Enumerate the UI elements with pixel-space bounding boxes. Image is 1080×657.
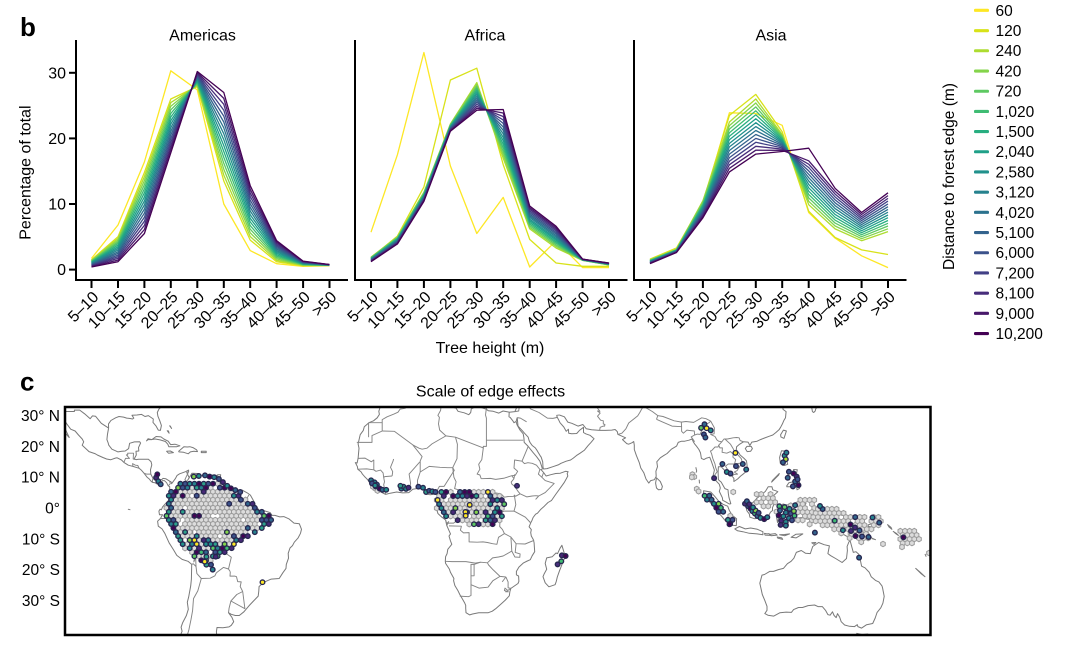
svg-text:20° S: 20° S (22, 562, 60, 579)
svg-text:420: 420 (996, 63, 1022, 80)
svg-text:60: 60 (996, 3, 1014, 20)
svg-text:Tree height (m): Tree height (m) (436, 340, 545, 357)
svg-text:20° N: 20° N (21, 439, 60, 456)
svg-text:8,100: 8,100 (996, 286, 1035, 303)
svg-text:6,000: 6,000 (996, 245, 1035, 262)
svg-text:Americas: Americas (169, 28, 236, 45)
svg-text:Africa: Africa (465, 28, 506, 45)
svg-text:30° N: 30° N (21, 408, 60, 425)
svg-text:30: 30 (48, 65, 66, 82)
svg-text:2,580: 2,580 (996, 164, 1035, 181)
svg-text:1,500: 1,500 (996, 124, 1035, 141)
svg-text:0: 0 (57, 262, 66, 279)
svg-text:1,020: 1,020 (996, 104, 1035, 121)
svg-text:30° S: 30° S (22, 593, 60, 610)
svg-text:7,200: 7,200 (996, 265, 1035, 282)
svg-text:c: c (20, 367, 34, 397)
svg-text:20: 20 (48, 131, 66, 148)
svg-text:Distance to forest edge (m): Distance to forest edge (m) (941, 83, 958, 270)
svg-text:Percentage of total: Percentage of total (18, 105, 35, 239)
svg-text:3,120: 3,120 (996, 185, 1035, 202)
svg-text:9,000: 9,000 (996, 306, 1035, 323)
svg-text:Asia: Asia (755, 28, 786, 45)
svg-text:10° S: 10° S (22, 531, 60, 548)
svg-text:10° N: 10° N (21, 470, 60, 487)
svg-text:2,040: 2,040 (996, 144, 1035, 161)
svg-text:Scale of edge effects: Scale of edge effects (416, 384, 565, 401)
svg-text:10,200: 10,200 (996, 326, 1044, 343)
svg-text:120: 120 (996, 23, 1022, 40)
svg-text:b: b (20, 12, 36, 42)
svg-text:10: 10 (48, 197, 66, 214)
svg-text:720: 720 (996, 84, 1022, 101)
svg-text:5,100: 5,100 (996, 225, 1035, 242)
svg-text:4,020: 4,020 (996, 205, 1035, 222)
svg-text:240: 240 (996, 43, 1022, 60)
svg-text:0°: 0° (45, 501, 60, 518)
